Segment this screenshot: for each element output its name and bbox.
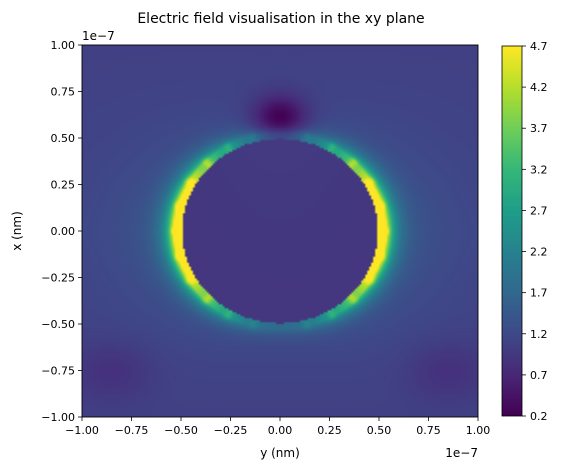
x-tick-label: 0.50 [367, 424, 392, 437]
colorbar-tick-label: 1.2 [530, 328, 548, 341]
y-tick-label: −1.00 [41, 411, 75, 424]
x-tick-label: 0.00 [268, 424, 293, 437]
x-tick-label: −1.00 [65, 424, 99, 437]
colorbar-tick-label: 0.7 [530, 369, 548, 382]
heatmap-image [82, 45, 478, 417]
colorbar-tick-label: 1.7 [530, 287, 548, 300]
x-axis: −1.00 −0.75 −0.50 −0.25 0.00 0.25 0.50 0.75 1.00 [65, 417, 490, 437]
x-axis-label: y (nm) [260, 446, 300, 460]
y-axis-label: x (nm) [10, 211, 24, 251]
y-tick-label: −0.75 [41, 365, 75, 378]
colorbar-tick-label: 0.2 [530, 410, 548, 423]
colorbar-ticks: 4.7 4.2 3.7 3.2 2.7 2.2 1.7 1.2 0.7 0.2 [522, 40, 548, 423]
y-tick-label: 1.00 [51, 39, 76, 52]
colorbar-tick-label: 4.2 [530, 81, 548, 94]
x-axis-offset-label: 1e−7 [445, 446, 478, 460]
colorbar-tick-label: 3.2 [530, 163, 548, 176]
y-axis: 1.00 0.75 0.50 0.25 0.00 −0.25 −0.50 −0.75 −1.00 [41, 39, 82, 424]
x-tick-label: 0.25 [317, 424, 342, 437]
y-tick-label: 0.25 [51, 179, 76, 192]
y-tick-label: 0.50 [51, 132, 76, 145]
x-tick-label: −0.25 [214, 424, 248, 437]
y-tick-label: −0.50 [41, 318, 75, 331]
x-tick-label: −0.50 [164, 424, 198, 437]
x-tick-label: −0.75 [115, 424, 149, 437]
y-tick-label: 0.75 [51, 86, 76, 99]
colorbar-tick-label: 3.7 [530, 122, 548, 135]
x-tick-label: 0.75 [416, 424, 441, 437]
x-tick-label: 1.00 [466, 424, 491, 437]
colorbar: 4.7 4.2 3.7 3.2 2.7 2.2 1.7 1.2 0.7 0.2 [501, 40, 548, 423]
chart-title: Electric field visualisation in the xy p… [137, 11, 424, 27]
colorbar-tick-label: 2.7 [530, 204, 548, 217]
y-tick-label: −0.25 [41, 272, 75, 285]
colorbar-gradient [502, 46, 522, 416]
heatmap-area [81, 44, 479, 418]
colorbar-frame [501, 45, 523, 417]
y-axis-offset-label: 1e−7 [82, 29, 115, 43]
colorbar-tick-label: 2.2 [530, 246, 548, 259]
colorbar-tick-label: 4.7 [530, 40, 548, 53]
y-tick-label: 0.00 [51, 225, 76, 238]
